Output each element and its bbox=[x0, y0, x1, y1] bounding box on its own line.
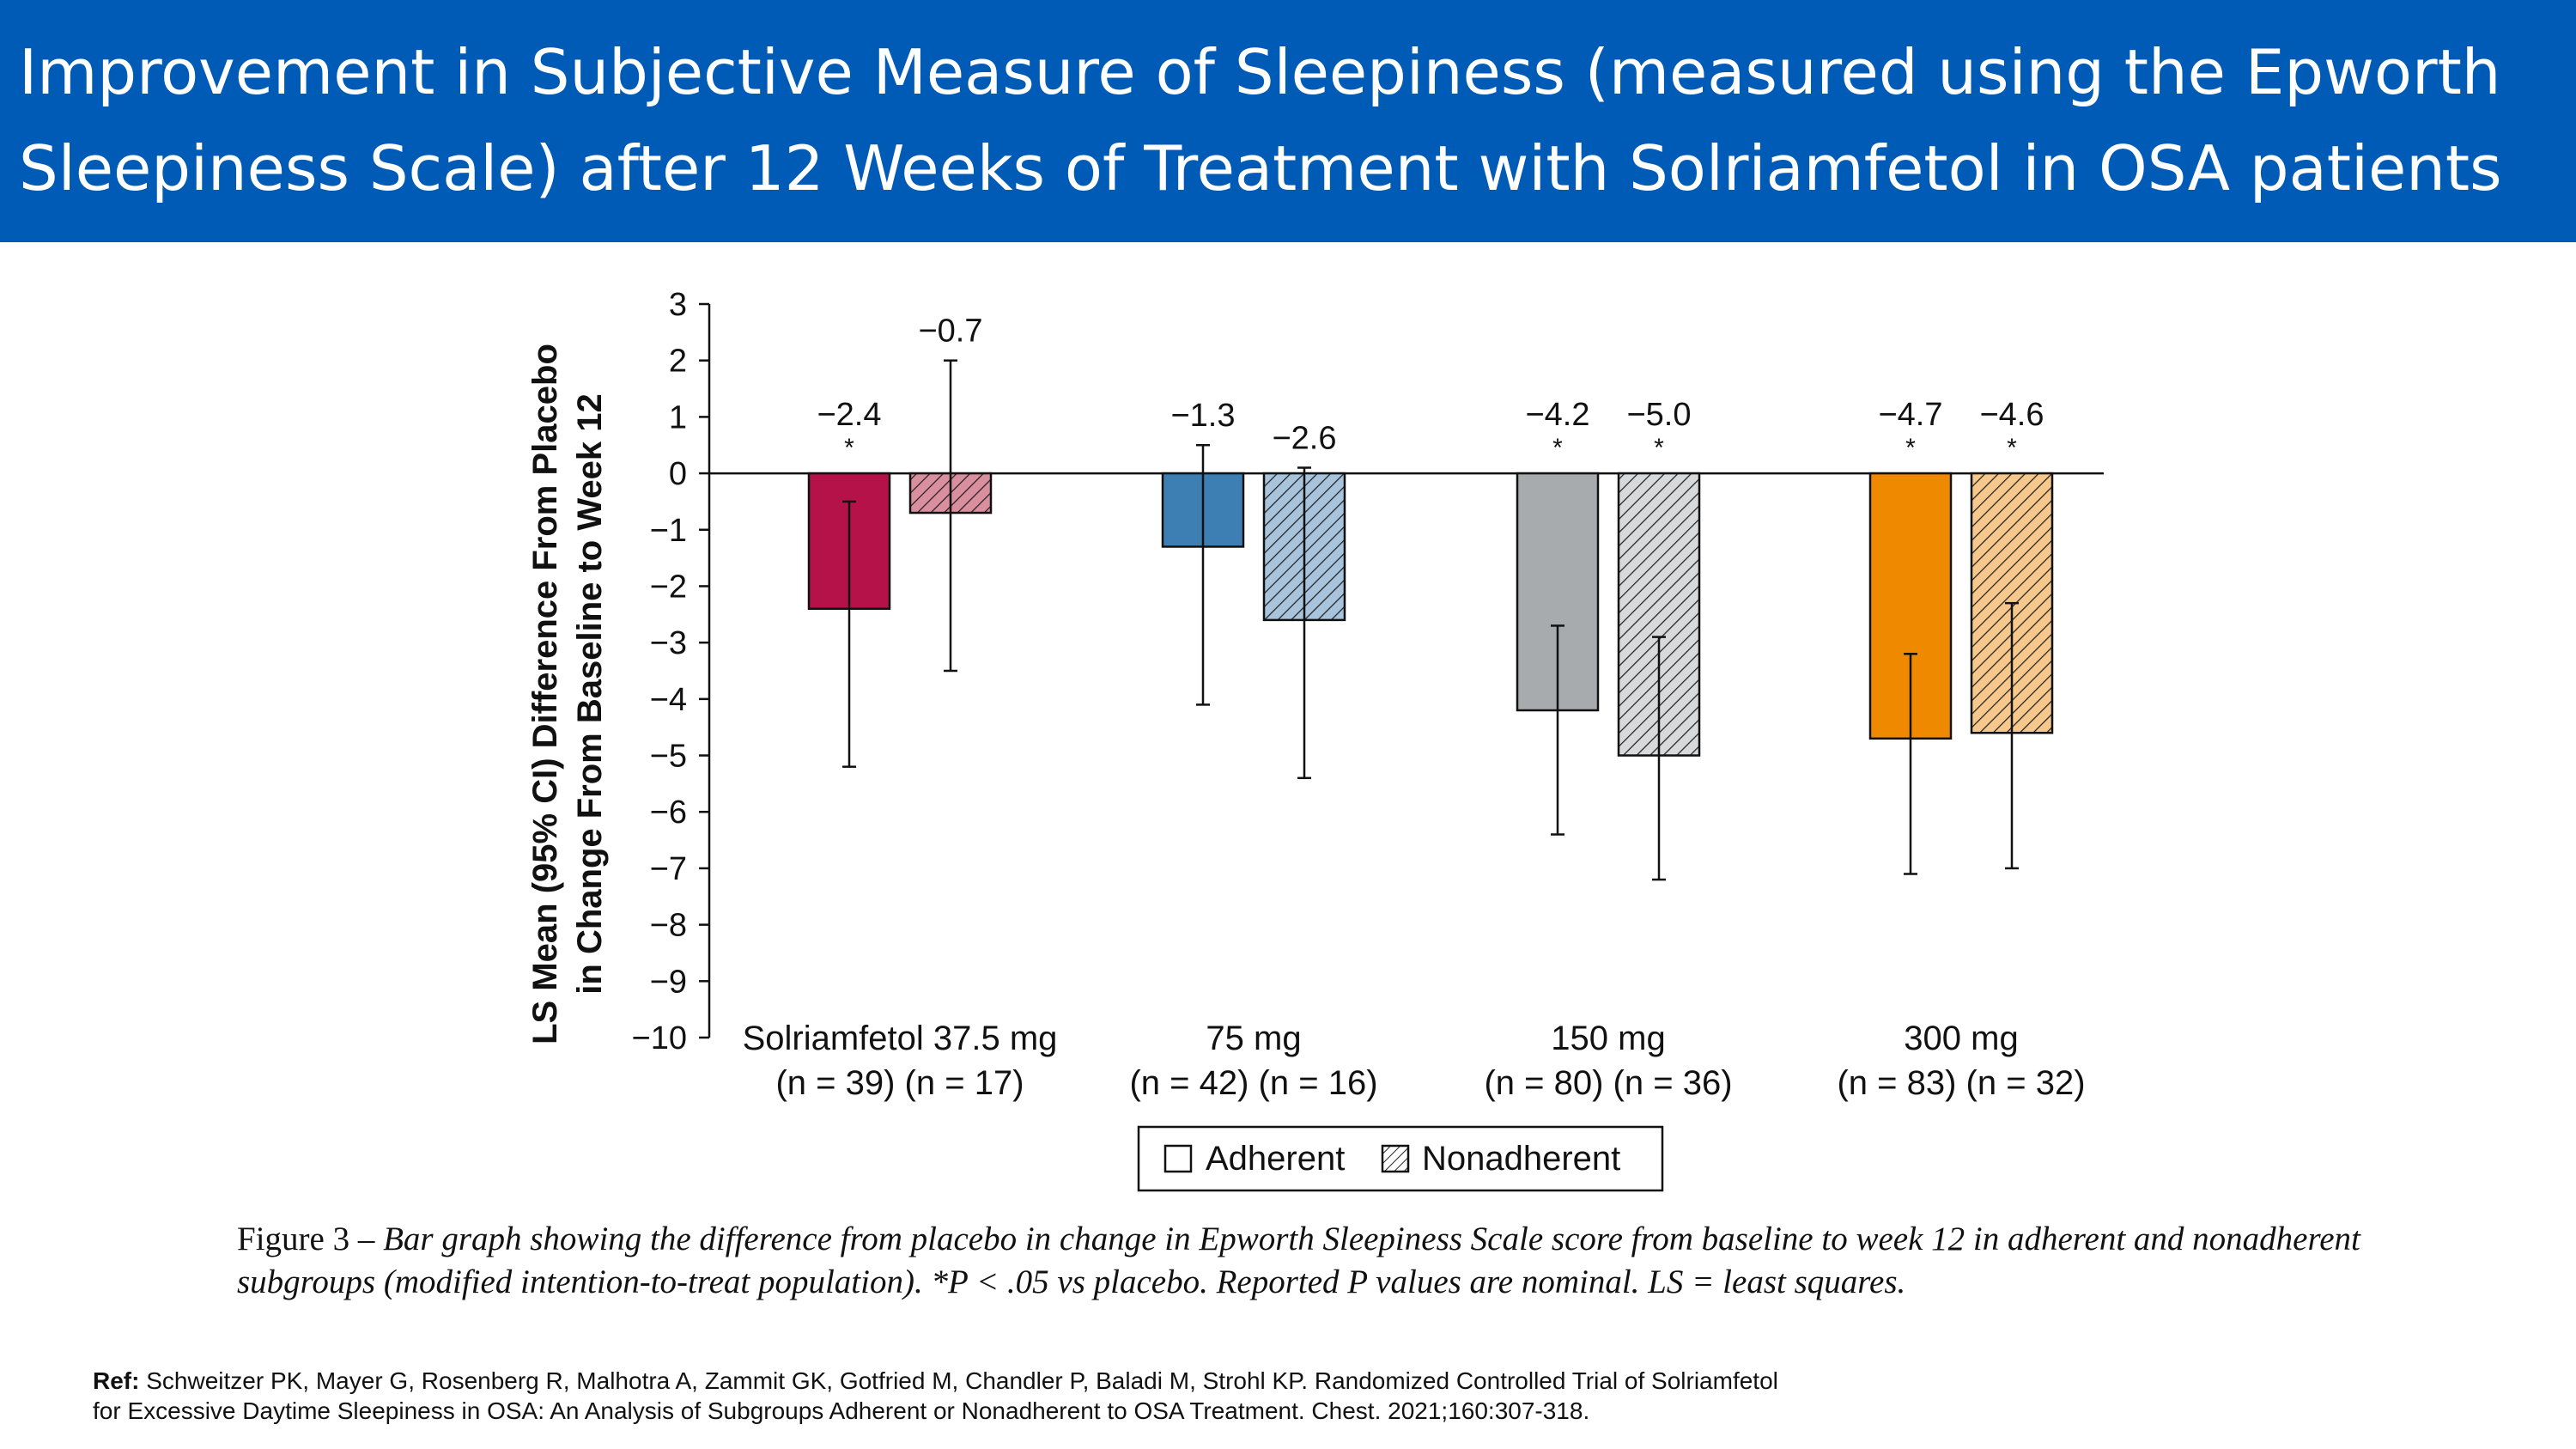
y-tick-label: −9 bbox=[650, 964, 687, 1000]
x-category-label: Solriamfetol 37.5 mg bbox=[743, 1020, 1058, 1057]
data-label-nonadherent: −4.6 bbox=[1979, 397, 2044, 433]
x-category-label: 300 mg bbox=[1904, 1020, 2018, 1057]
plot-area: 3210−1−2−3−4−5−6−7−8−9−10−2.4*−0.7Solria… bbox=[632, 287, 2104, 1102]
y-tick-label: −10 bbox=[632, 1020, 687, 1056]
slide-title-line-2: Sleepiness Scale) after 12 Weeks of Trea… bbox=[19, 132, 2502, 204]
y-axis-label-line-2: in Change From Baseline to Week 12 bbox=[571, 393, 609, 994]
x-category-label: 150 mg bbox=[1551, 1020, 1665, 1057]
data-label-adherent: −4.7 bbox=[1878, 397, 1942, 433]
data-label-nonadherent: −5.0 bbox=[1626, 397, 1691, 433]
reference-label: Ref: bbox=[93, 1367, 140, 1394]
data-label-adherent: −2.4 bbox=[817, 397, 881, 433]
data-label-adherent: −4.2 bbox=[1525, 397, 1589, 433]
caption-prefix: Figure 3 – bbox=[237, 1221, 384, 1257]
y-axis-label-line-1: LS Mean (95% CI) Difference From Placebo bbox=[526, 344, 564, 1044]
y-tick-label: 2 bbox=[669, 344, 687, 380]
x-category-n-label: (n = 39) (n = 17) bbox=[775, 1064, 1024, 1102]
y-tick-label: −5 bbox=[650, 739, 687, 775]
reference: Ref: Schweitzer PK, Mayer G, Rosenberg R… bbox=[93, 1366, 2497, 1426]
y-tick-label: 1 bbox=[669, 399, 687, 435]
title-banner: Improvement in Subjective Measure of Sle… bbox=[0, 0, 2576, 242]
y-tick-label: −3 bbox=[650, 625, 687, 661]
slide-title-line-1: Improvement in Subjective Measure of Sle… bbox=[19, 36, 2501, 108]
x-category-n-label: (n = 80) (n = 36) bbox=[1484, 1064, 1732, 1102]
data-label-nonadherent: −0.7 bbox=[918, 314, 982, 350]
significance-marker: * bbox=[1905, 434, 1916, 462]
legend-adherent-swatch bbox=[1163, 1144, 1193, 1173]
legend-nonadherent-label: Nonadherent bbox=[1422, 1140, 1620, 1178]
legend: Adherent Nonadherent bbox=[1137, 1125, 1664, 1192]
y-tick-label: 3 bbox=[669, 287, 687, 323]
y-tick-label: 0 bbox=[669, 456, 687, 492]
x-category-label: 75 mg bbox=[1206, 1020, 1301, 1057]
y-tick-label: −4 bbox=[650, 682, 687, 718]
y-tick-label: −1 bbox=[650, 513, 687, 549]
x-category-n-label: (n = 42) (n = 16) bbox=[1129, 1064, 1377, 1102]
data-label-adherent: −1.3 bbox=[1170, 398, 1235, 434]
y-axis-label: LS Mean (95% CI) Difference From Placebo… bbox=[526, 344, 609, 1044]
significance-marker: * bbox=[1552, 434, 1563, 462]
caption-text: Bar graph showing the difference from pl… bbox=[237, 1221, 2360, 1300]
x-category-n-label: (n = 83) (n = 32) bbox=[1837, 1064, 2085, 1102]
legend-adherent-label: Adherent bbox=[1206, 1140, 1345, 1178]
legend-nonadherent-swatch bbox=[1381, 1144, 1410, 1173]
reference-line-1: Ref: Schweitzer PK, Mayer G, Rosenberg R… bbox=[93, 1366, 2497, 1396]
data-label-nonadherent: −2.6 bbox=[1272, 421, 1336, 457]
reference-text-2: for Excessive Daytime Sleepiness in OSA:… bbox=[93, 1397, 1590, 1424]
bar-chart: LS Mean (95% CI) Difference From Placebo… bbox=[526, 287, 2104, 1192]
y-tick-label: −2 bbox=[650, 569, 687, 605]
significance-marker: * bbox=[2007, 434, 2017, 462]
y-tick-label: −8 bbox=[650, 908, 687, 944]
significance-marker: * bbox=[844, 434, 854, 462]
significance-marker: * bbox=[1654, 434, 1664, 462]
figure-caption: Figure 3 – Bar graph showing the differe… bbox=[237, 1218, 2384, 1304]
y-tick-label: −7 bbox=[650, 851, 687, 887]
y-tick-label: −6 bbox=[650, 795, 687, 831]
reference-text-1: Schweitzer PK, Mayer G, Rosenberg R, Mal… bbox=[146, 1367, 1778, 1394]
